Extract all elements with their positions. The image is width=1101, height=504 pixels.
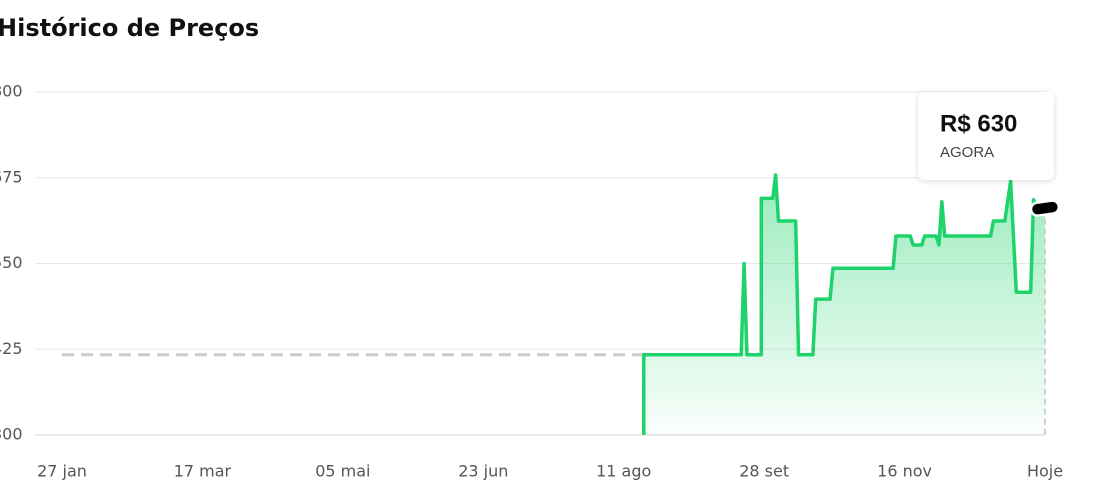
x-tick-label: Hoje [1027,462,1063,481]
line [642,173,1047,435]
x-tick-label: 05 mai [315,462,370,481]
x-tick-label: 11 ago [596,462,651,481]
x-tick-label: 23 jun [458,462,508,481]
x-tick-label: 17 mar [174,462,232,481]
chart-title: Histórico de Preços [0,14,259,42]
y-tick-label: 300 [0,425,23,444]
y-tick-label: 675 [0,167,23,186]
y-tick-label: 425 [0,339,23,358]
current-marker [1029,199,1061,217]
x-tick-label: 28 set [739,462,789,481]
y-tick-label: 550 [0,253,23,272]
x-tick-label: 16 nov [877,462,932,481]
x-tick-label: 27 jan [37,462,87,481]
tooltip-price: R$ 630 [940,110,1017,137]
tooltip [918,92,1054,180]
area [643,175,1045,436]
tooltip-label: AGORA [940,144,994,161]
y-tick-label: 800 [0,82,23,101]
